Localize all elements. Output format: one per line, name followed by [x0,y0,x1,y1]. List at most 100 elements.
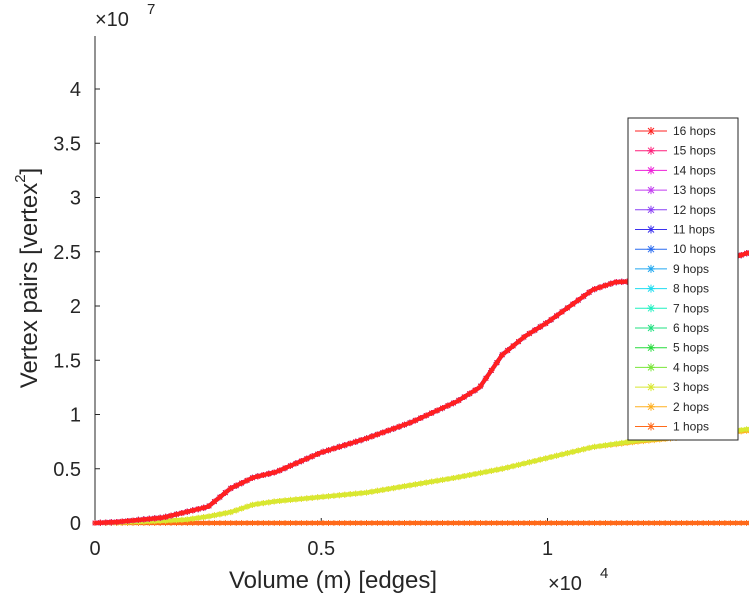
series-marker [276,467,283,474]
series-marker [482,375,489,382]
series-marker [233,482,240,489]
series-marker [510,463,517,470]
series-marker [450,400,457,407]
series-marker [558,308,565,315]
legend-marker [647,264,655,273]
series-marker [472,387,479,394]
series-marker [216,494,223,501]
series-marker [564,520,571,526]
y-tick-label: 1 [70,405,81,427]
series-marker [298,520,305,526]
y-exponent: ×10 7 [95,1,155,31]
y-axis-label-close: ] [16,168,43,175]
legend-entry: 1 hops [635,420,709,434]
series-marker [254,520,261,526]
series-marker [233,520,240,526]
series-marker [249,474,256,481]
series-marker [548,454,555,461]
series-marker [738,252,745,259]
series-marker [157,514,164,521]
legend-box [627,117,739,441]
series-marker [548,520,555,526]
legend-entry: 12 hops [635,203,716,217]
x-exponent-base: ×10 [548,573,582,595]
series-marker [347,491,354,498]
series-marker [531,520,538,526]
series-marker [553,520,560,526]
series-marker [401,421,408,428]
y-tick-label: 2 [70,296,81,318]
series-marker [531,457,538,464]
series-marker [271,520,278,526]
series-marker [493,466,500,473]
series-marker [287,520,294,526]
series-marker [711,520,718,526]
series-marker [146,515,153,522]
series-marker [320,448,327,455]
series-marker [640,520,647,526]
series-marker [472,520,479,526]
series-marker [477,520,484,526]
series-marker [417,480,424,487]
series-marker [488,367,495,374]
series-marker [124,517,131,524]
legend-marker [647,225,655,234]
series-marker [602,520,609,526]
legend-entry: 6 hops [635,321,709,335]
series-marker [97,519,104,526]
series-marker [450,475,457,482]
y-tick-label: 3 [70,188,81,210]
series-marker [406,520,413,526]
series-marker [309,520,316,526]
y-tick-label: 0 [70,513,81,535]
series-marker [211,512,218,519]
series-marker [341,520,348,526]
series-marker [189,515,196,522]
series-marker [282,465,289,472]
series-marker [624,278,631,285]
series-marker [385,485,392,492]
series-marker [423,520,430,526]
series-marker [368,433,375,440]
series-marker [580,520,587,526]
legend-label: 10 hops [673,242,716,256]
series-marker [515,520,522,526]
svg-text:Vertex pairs [vertex2]: Vertex pairs [vertex2] [12,168,43,388]
series-marker [227,485,234,492]
series-marker [233,507,240,514]
series-marker [227,509,234,516]
series-marker [173,511,180,518]
series-marker [368,488,375,495]
y-exponent-power: 7 [147,1,155,18]
series-marker [336,492,343,499]
series-marker [602,282,609,289]
series-marker [580,446,587,453]
series-marker [325,493,332,500]
series-marker [613,520,620,526]
series-marker [564,450,571,457]
legend-label: 4 hops [673,360,709,374]
series-marker [330,445,337,452]
series-marker [260,472,267,479]
x-axis-label: Volume (m) [edges] [229,567,437,594]
series-marker [216,520,223,526]
legend-marker [647,383,655,392]
series-marker [119,518,126,525]
series-marker [200,520,207,526]
legend-marker [647,402,655,411]
series-marker [260,520,267,526]
legend-label: 12 hops [673,203,716,217]
series-marker [602,442,609,449]
series-marker [195,520,202,526]
legend-marker [647,422,655,431]
legend-label: 11 hops [673,223,715,237]
x-tick-label: 0.5 [307,538,335,560]
legend-entry: 15 hops [635,144,716,158]
series-marker [537,323,544,330]
series-marker [423,412,430,419]
series-marker [417,520,424,526]
series-marker [423,479,430,486]
legend-label: 13 hops [673,183,716,197]
legend-label: 14 hops [673,163,716,177]
legend-marker [647,245,655,254]
